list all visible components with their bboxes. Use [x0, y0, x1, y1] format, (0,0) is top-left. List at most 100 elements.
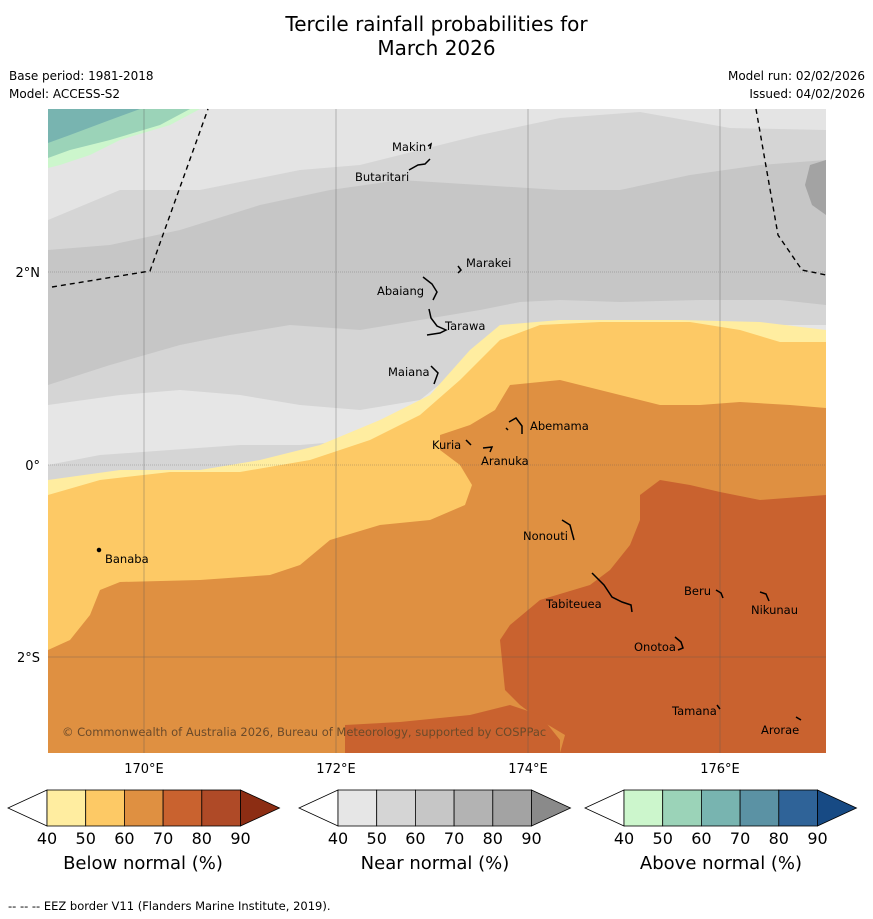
colorbar-title-below: Below normal (%) — [63, 853, 223, 874]
eez-border — [51, 108, 827, 288]
title-line-2: March 2026 — [377, 36, 496, 60]
island-beru — [715, 589, 724, 599]
label-butaritari: Butaritari — [355, 170, 409, 184]
colorbar-near-tick: 90 — [521, 829, 541, 848]
map-title: Tercile rainfall probabilities for March… — [0, 12, 873, 60]
island-abaiang — [422, 276, 438, 301]
colorbar-near-segment — [453, 789, 494, 827]
island-banaba — [96, 547, 102, 553]
lat-label-2n: 2°N — [16, 266, 41, 281]
label-tamana: Tamana — [671, 704, 717, 718]
island-makin — [427, 142, 433, 150]
title-line-1: Tercile rainfall probabilities for — [285, 12, 588, 36]
meta-left: Base period: 1981-2018 Model: ACCESS-S2 — [9, 67, 154, 103]
lat-label-2s: 2°S — [17, 651, 40, 666]
colorbar-near-min-extend — [298, 789, 339, 827]
label-abemama: Abemama — [530, 419, 589, 433]
copyright-credit: © Commonwealth of Australia 2026, Bureau… — [62, 725, 546, 739]
colorbar-title-above: Above normal (%) — [639, 853, 803, 874]
lat-axis-labels: 2°N 0° 2°S — [16, 266, 41, 666]
label-onotoa: Onotoa — [634, 640, 676, 654]
island-onotoa — [674, 636, 684, 651]
eez-border-east — [755, 108, 827, 276]
colorbar-below-segment — [201, 789, 241, 827]
model-run: Model run: 02/02/2026 — [727, 69, 865, 83]
lon-label-176: 176°E — [700, 762, 740, 777]
colorbar-above-tick: 60 — [691, 829, 711, 848]
colorbar-near-segment — [492, 789, 532, 827]
probability-fields — [48, 109, 826, 753]
model-name: Model: ACCESS-S2 — [9, 87, 121, 101]
label-marakei: Marakei — [466, 256, 511, 270]
eez-footnote: -- -- -- EEZ border V11 (Flanders Marine… — [8, 899, 331, 913]
island-butaritari — [408, 158, 431, 171]
colorbar-near-tick: 40 — [328, 829, 348, 848]
colorbar-near-tick: 80 — [483, 829, 503, 848]
colorbar-below: 40 50 60 70 80 90 — [7, 789, 281, 848]
colorbar-near: 40 50 60 70 80 90 — [298, 789, 572, 848]
island-tabiteuea — [591, 572, 633, 613]
island-maiana — [430, 365, 439, 385]
lon-label-170: 170°E — [124, 762, 164, 777]
label-abaiang: Abaiang — [377, 284, 424, 298]
label-kuria: Kuria — [432, 438, 461, 452]
colorbar-above-max-extend — [817, 789, 858, 827]
meta-right: Model run: 02/02/2026 Issued: 04/02/2026 — [728, 67, 865, 103]
place-labels: Makin Butaritari Marakei Abaiang Tarawa … — [105, 140, 799, 737]
lon-label-174: 174°E — [508, 762, 548, 777]
label-nikunau: Nikunau — [751, 603, 798, 617]
label-arorae: Arorae — [761, 723, 799, 737]
colorbar-near-segment — [414, 789, 455, 827]
colorbar-near-segment — [337, 789, 378, 827]
lon-axis-labels: 170°E 172°E 174°E 176°E — [124, 762, 740, 777]
island-arorae — [795, 716, 802, 721]
colorbar-above-min-extend — [584, 789, 625, 827]
near-normal-dark-blob — [805, 160, 826, 215]
island-kuria-aranuka — [465, 439, 494, 453]
label-nonouti: Nonouti — [523, 529, 568, 543]
island-abemama — [505, 417, 523, 434]
colorbars: 40 50 60 70 80 90 40 50 60 70 80 90 40 50 60 70 80 90 — [7, 789, 858, 848]
colorbar-above-segment — [623, 789, 664, 827]
colorbar-below-segment — [124, 789, 164, 827]
colorbar-below-tick: 60 — [114, 829, 134, 848]
colorbar-below-tick: 80 — [192, 829, 212, 848]
islands — [96, 142, 802, 721]
lon-label-172: 172°E — [316, 762, 356, 777]
near-normal-light-band — [48, 109, 826, 220]
island-marakei — [457, 265, 462, 274]
colorbar-near-max-extend — [531, 789, 572, 827]
colorbar-near-tick: 60 — [405, 829, 425, 848]
base-period: Base period: 1981-2018 — [9, 69, 154, 83]
colorbar-near-segment — [376, 789, 416, 827]
lat-label-0: 0° — [25, 459, 40, 474]
colorbar-below-max-extend — [240, 789, 281, 827]
eez-border-west — [51, 108, 209, 288]
colorbar-below-tick: 40 — [37, 829, 57, 848]
colorbar-below-segment — [85, 789, 125, 827]
colorbar-above-segment — [662, 789, 702, 827]
colorbar-below-min-extend — [7, 789, 48, 827]
island-tamana — [716, 704, 721, 710]
colorbar-above-tick: 70 — [730, 829, 750, 848]
colorbar-below-tick: 70 — [153, 829, 173, 848]
issued-date: Issued: 04/02/2026 — [749, 87, 865, 101]
island-nonouti — [561, 519, 575, 541]
colorbar-above: 40 50 60 70 80 90 — [584, 789, 858, 848]
label-tabiteuea: Tabiteuea — [545, 597, 602, 611]
label-aranuka: Aranuka — [481, 454, 529, 468]
colorbar-above-segment — [739, 789, 780, 827]
label-banaba: Banaba — [105, 552, 149, 566]
colorbar-below-tick: 90 — [230, 829, 250, 848]
colorbar-below-segment — [46, 789, 87, 827]
island-nikunau — [759, 591, 770, 602]
colorbar-above-segment — [701, 789, 741, 827]
colorbar-below-segment — [162, 789, 203, 827]
colorbar-above-segment — [778, 789, 818, 827]
colorbar-above-tick: 50 — [653, 829, 673, 848]
label-beru: Beru — [684, 584, 711, 598]
colorbar-above-tick: 90 — [807, 829, 827, 848]
below-normal-70-80-south — [345, 705, 560, 753]
label-maiana: Maiana — [388, 365, 430, 379]
below-normal-70-80 — [500, 480, 826, 753]
